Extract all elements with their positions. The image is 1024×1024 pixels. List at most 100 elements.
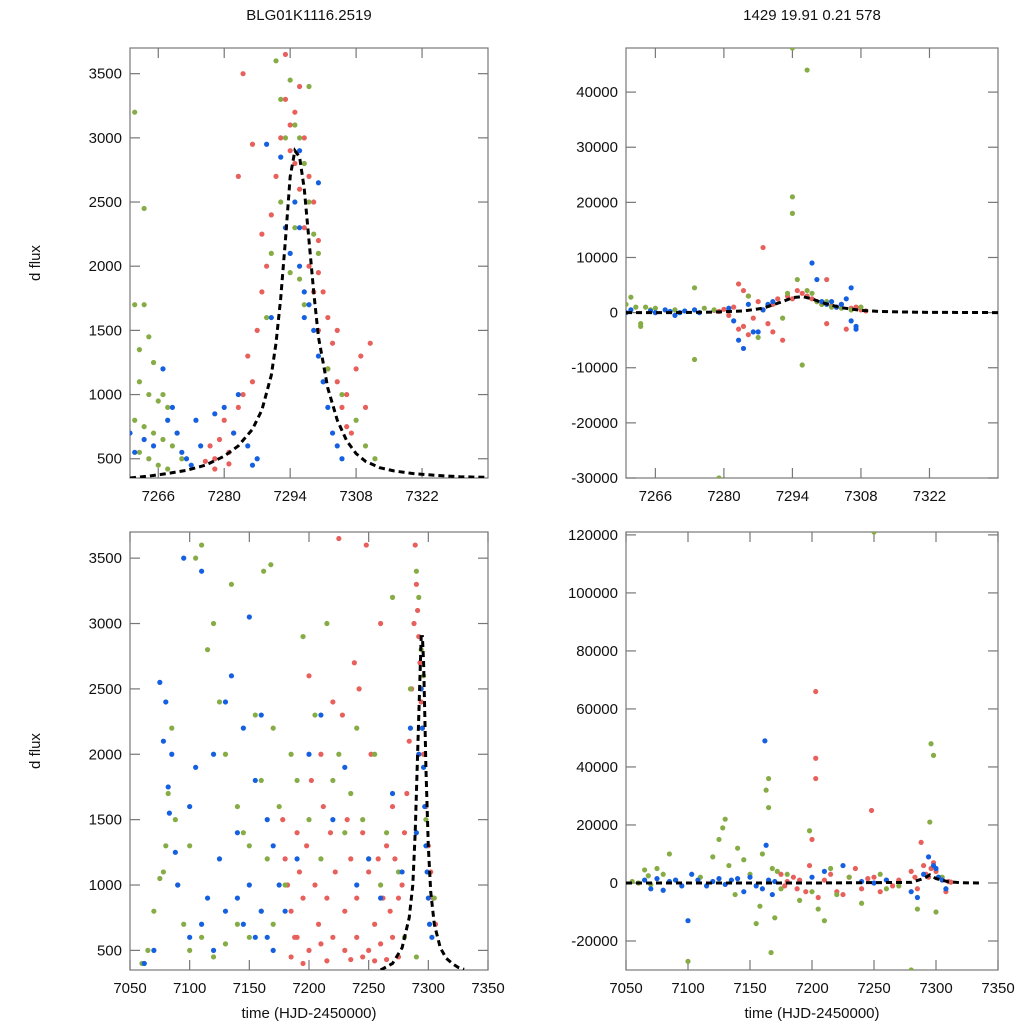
data-point-red [868,807,875,814]
data-point-blue [296,225,303,231]
x-tick-label: 7100 [671,980,704,997]
data-point-red [311,199,317,205]
x-tick-label: 7280 [707,488,740,505]
data-point-blue [264,934,270,940]
data-point-red [790,874,797,880]
data-point-red [358,353,364,359]
data-point-blue [843,296,849,302]
y-axis-label: d flux [27,733,44,769]
data-point-red [320,803,326,810]
data-point-green [666,851,673,857]
data-point-blue [407,725,414,731]
data-point-blue [210,751,217,757]
data-point-red [240,71,246,77]
data-point-red [216,436,223,443]
series-blue [130,141,345,468]
x-tick-label: 7266 [639,488,672,505]
data-point-green [821,918,828,924]
data-point-green [789,48,796,51]
data-point-green [691,285,698,291]
data-point-blue [141,960,147,967]
data-point-red [334,327,340,333]
data-point-green [642,304,649,310]
data-point-red [304,843,310,849]
data-point-blue [258,712,264,718]
data-point-green [626,301,629,307]
data-point-blue [753,883,759,889]
data-point-green [413,954,419,960]
data-point-blue [141,436,147,443]
data-point-green [136,347,143,353]
data-point-red [282,96,289,102]
data-point-blue [366,856,372,862]
data-point-green [306,83,312,90]
data-point-green [372,751,378,757]
data-point-red [806,862,813,869]
x-tick-label: 7300 [412,980,445,997]
data-point-green [141,302,147,308]
data-point-red [308,777,314,784]
data-point-green [150,359,157,366]
data-point-blue [766,877,772,883]
data-point-red [372,958,378,964]
data-point-red [342,908,348,914]
data-point-red [828,871,834,877]
data-point-green [784,290,791,296]
data-point-red [809,836,815,843]
data-point-green [155,398,161,404]
data-point-green [252,712,258,718]
data-point-green [315,250,322,256]
data-point-blue [252,934,258,940]
data-point-blue [848,285,854,291]
data-point-green [342,830,348,836]
data-point-red [360,954,366,960]
data-point-green [234,921,240,927]
data-point-green [877,871,883,877]
data-point-red [755,298,761,305]
y-axis-label: d flux [27,245,44,281]
data-point-green [287,77,293,83]
data-point-green [383,830,390,836]
data-point-green [278,96,284,102]
data-point-blue [268,314,274,321]
data-point-red [395,895,402,901]
data-point-green [804,287,810,294]
data-point-blue [222,908,229,914]
y-tick-label: 20000 [576,817,618,834]
data-point-green [146,391,152,398]
data-point-green [136,379,143,385]
data-point-red [348,956,354,963]
data-point-red [306,173,312,179]
data-layer [626,48,998,478]
data-point-red [300,895,306,901]
data-point-green [859,900,865,906]
data-point-blue [413,830,419,836]
data-point-red [372,921,378,927]
data-point-blue [222,699,229,705]
data-point-green [172,817,178,823]
data-point-green [372,456,378,462]
data-point-red [859,886,865,892]
data-point-blue [160,366,166,372]
data-point-red [417,660,423,666]
y-tick-label: 30000 [576,139,618,156]
data-point-blue [198,443,204,449]
x-tick-label: 7300 [919,980,952,997]
data-point-green [311,231,317,237]
data-point-green [141,205,147,212]
data-point-red [406,738,412,744]
data-point-red [813,775,819,782]
y-tick-label: 1000 [89,387,122,404]
data-point-red [226,461,232,467]
data-point-red [378,620,384,627]
data-point-green [927,819,933,825]
data-point-blue [270,843,276,849]
data-point-green [716,475,722,478]
data-point-blue [175,882,181,888]
data-point-red [264,263,270,269]
data-point-green [757,903,763,909]
data-point-red [360,830,366,836]
data-point-green [784,871,790,877]
data-point-green [809,290,815,296]
data-point-green [701,305,707,311]
